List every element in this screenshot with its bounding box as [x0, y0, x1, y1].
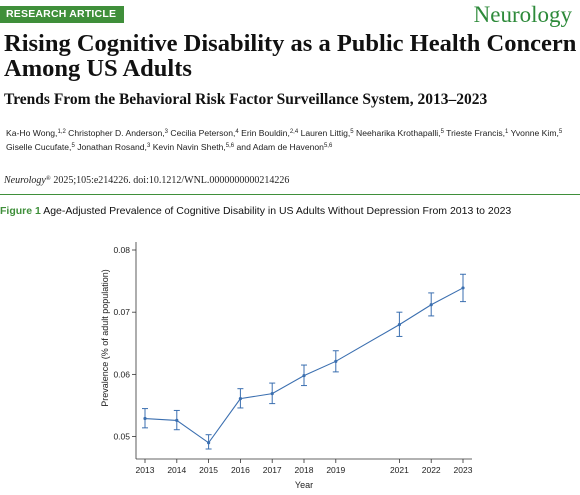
x-tick-label: 2022: [422, 465, 441, 475]
x-tick-label: 2023: [454, 465, 473, 475]
data-point: [397, 323, 401, 327]
data-point: [429, 303, 433, 307]
x-tick-label: 2013: [136, 465, 155, 475]
data-point: [461, 286, 465, 290]
chart-axes: 0.05 0.06 0.07 0.08 2013 2014 2015 2016 2017 2018…: [113, 242, 473, 475]
x-tick-label: 2017: [263, 465, 282, 475]
author-name: Neeharika Krothapalli,: [356, 128, 441, 138]
x-tick-label: 2018: [295, 465, 314, 475]
article-title: Rising Cognitive Disability as a Public …: [4, 30, 577, 82]
figure-caption-text: Age-Adjusted Prevalence of Cognitive Dis…: [43, 205, 512, 217]
author-name: Kevin Navin Sheth,: [152, 142, 226, 152]
data-point: [302, 374, 306, 378]
citation-journal: Neurology: [4, 175, 46, 186]
author-affiliation: 2,4: [289, 129, 299, 135]
x-axis-label: Year: [295, 480, 313, 490]
author-affiliation: 4: [235, 129, 239, 135]
author-name: Jonathan Rosand,: [77, 142, 147, 152]
author-name: Lauren Littig,: [300, 128, 351, 138]
y-axis-label: Prevalence (% of adult population): [100, 269, 110, 407]
journal-logo: Neurology: [473, 2, 572, 27]
data-point: [207, 441, 211, 445]
prevalence-line: [144, 287, 464, 444]
y-tick-label: 0.05: [113, 432, 130, 442]
author-list: Ka-Ho Wong,1,2 Christopher D. Anderson,3…: [6, 126, 571, 154]
x-tick-label: 2016: [231, 465, 250, 475]
data-point: [143, 416, 147, 421]
author-name: Christopher D. Anderson,: [68, 128, 165, 138]
article-subtitle: Trends From the Behavioral Risk Factor S…: [4, 91, 488, 108]
y-tick-label: 0.07: [113, 307, 130, 317]
data-point: [175, 418, 179, 422]
y-tick-label: 0.06: [113, 369, 130, 379]
x-tick-label: 2021: [390, 465, 409, 475]
citation: Neurology® 2025;105:e214226. doi:10.1212…: [4, 175, 289, 186]
section-divider: [0, 194, 580, 195]
author-affiliation: 5: [71, 143, 75, 149]
author-affiliation: 3: [146, 143, 151, 149]
author-name: Ka-Ho Wong,: [6, 128, 58, 138]
author-name: Yvonne Kim,: [510, 128, 559, 138]
author-affiliation: 1,2: [57, 129, 66, 135]
author-name: Trieste Francis,: [446, 128, 506, 138]
data-point: [270, 392, 274, 396]
x-tick-label: 2014: [167, 465, 186, 475]
x-tick-label: 2015: [199, 465, 218, 475]
data-point: [238, 397, 242, 401]
prevalence-line-chart: 0.05 0.06 0.07 0.08 2013 2014 2015 2016 2017 2018…: [100, 242, 473, 490]
author-name: and Adam de Havenon: [236, 142, 324, 152]
figure-caption: Figure 1 Age-Adjusted Prevalence of Cogn…: [0, 205, 511, 217]
author-affiliation: 5: [440, 129, 444, 135]
registered-mark: ®: [45, 175, 51, 182]
x-tick-label: 2019: [326, 465, 345, 475]
author-name: Cecilia Peterson,: [170, 128, 236, 138]
y-tick-label: 0.08: [113, 245, 130, 255]
citation-details: 2025;105:e214226. doi:10.1212/WNL.000000…: [50, 175, 290, 186]
author-affiliation: 3: [164, 129, 169, 135]
data-point: [334, 359, 338, 363]
chart-marks: [142, 273, 466, 450]
author-name: Giselle Cucufate,: [6, 142, 72, 152]
author-affiliation: 5: [350, 129, 354, 135]
author-affiliation: 5,6: [323, 143, 333, 149]
author-affiliation: 1: [505, 129, 509, 135]
author-affiliation: 5,6: [225, 143, 235, 149]
figure-label: Figure 1: [0, 205, 41, 217]
article-type-badge: RESEARCH ARTICLE: [0, 6, 125, 23]
author-name: Erin Bouldin,: [241, 128, 290, 138]
author-affiliation: 5: [558, 129, 563, 135]
